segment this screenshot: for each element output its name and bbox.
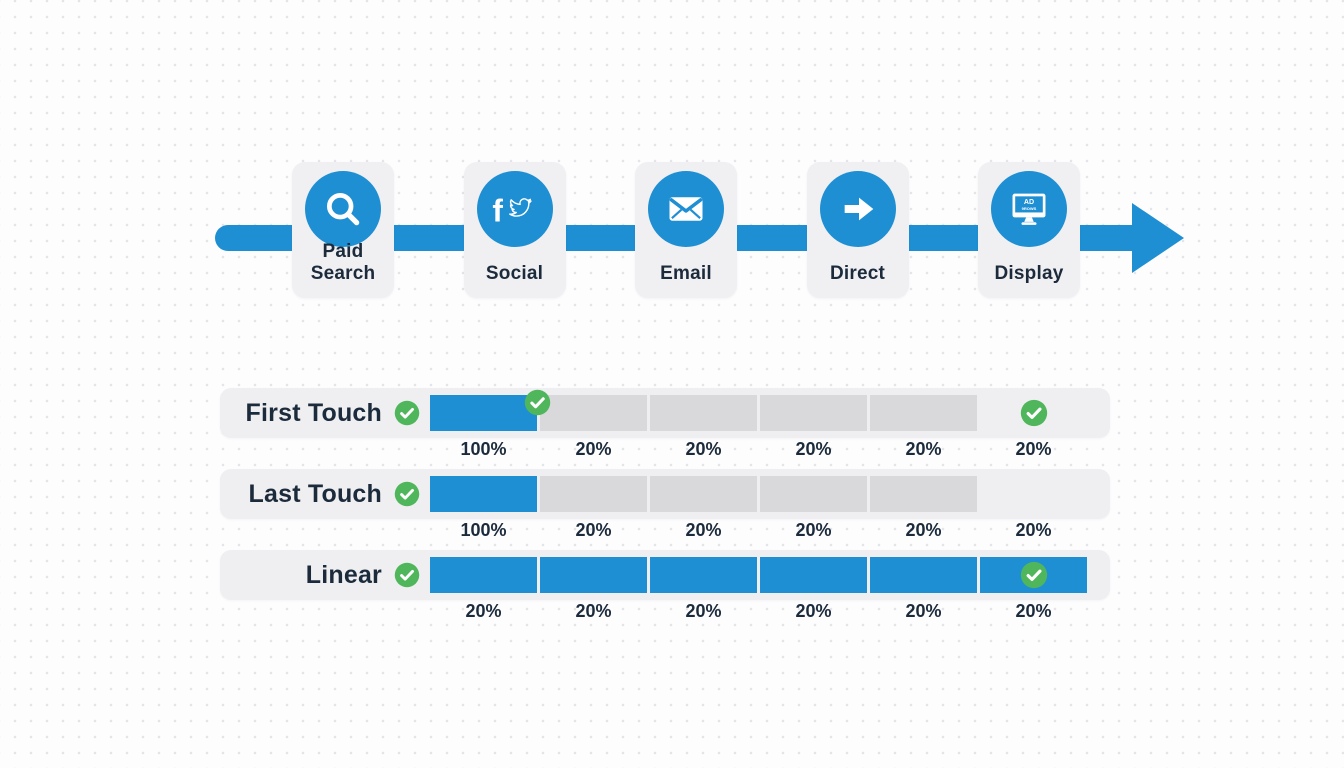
percent-label: 20% — [685, 601, 722, 621]
svg-text:AD: AD — [1024, 198, 1034, 206]
percent-label: 20% — [575, 520, 612, 540]
channel-label: Display — [994, 263, 1064, 284]
channel-card-direct: Direct — [806, 162, 909, 298]
model-check-icon — [394, 481, 420, 507]
credit-bar-muted — [760, 476, 867, 512]
model-row-linear: Linear — [220, 550, 1110, 600]
percent-label: 20% — [1015, 601, 1052, 621]
percent-label: 20% — [905, 439, 942, 459]
percent-label: 20% — [905, 520, 942, 540]
bar-check-badge-icon — [524, 389, 551, 416]
percent-labels-row: 100% 20% 20% 20% 20% 20% — [220, 437, 1110, 461]
credit-bar-full — [540, 557, 647, 593]
check-icon — [394, 400, 420, 426]
percent-label: 20% — [795, 601, 832, 621]
credit-bar-full — [870, 557, 977, 593]
credit-bar-full — [760, 557, 867, 593]
channel-icon-circle: f — [476, 171, 553, 247]
percent-label: 100% — [460, 439, 507, 459]
percent-label: 20% — [1015, 439, 1052, 459]
svg-text:9ROWS: 9ROWS — [1022, 206, 1037, 211]
percent-labels-row: 100% 20% 20% 20% 20% 20% — [220, 518, 1110, 542]
model-label: First Touch — [245, 399, 382, 427]
model-row-first-touch: First Touch — [220, 388, 1110, 438]
credit-bar-muted — [540, 476, 647, 512]
model-label: Last Touch — [248, 480, 382, 508]
check-icon — [394, 481, 420, 507]
timeline-arrowhead-icon — [1132, 203, 1184, 273]
percent-label: 100% — [460, 520, 507, 540]
twitter-bird-icon — [508, 198, 532, 217]
channel-label: Social — [485, 263, 544, 284]
search-icon — [326, 192, 360, 226]
credit-bar-full — [430, 395, 537, 431]
model-row-last-touch: Last Touch — [220, 469, 1110, 519]
check-icon — [394, 562, 420, 588]
channel-icon-circle: AD 9ROWS — [991, 171, 1067, 247]
slot-check-icon — [1020, 399, 1048, 427]
channel-label: Paid Search — [310, 241, 376, 284]
percent-label: 20% — [905, 601, 942, 621]
facebook-twitter-icon: f — [492, 192, 532, 228]
credit-bar-muted — [870, 476, 977, 512]
check-icon — [524, 389, 550, 416]
credit-bar-muted — [760, 395, 867, 431]
svg-text:f: f — [492, 192, 503, 228]
percent-label: 20% — [1015, 520, 1052, 540]
bar-check-icon — [1020, 561, 1048, 589]
channel-label: Direct — [829, 263, 886, 284]
channel-icon-circle — [648, 171, 724, 247]
credit-bar-full — [650, 557, 757, 593]
arrow-right-icon — [844, 197, 873, 221]
check-icon — [1020, 399, 1047, 427]
channel-label: Email — [660, 263, 712, 284]
model-check-icon — [394, 400, 420, 426]
percent-label: 20% — [795, 520, 832, 540]
check-icon — [1020, 561, 1047, 589]
model-check-icon — [394, 562, 420, 588]
credit-bar-full — [430, 557, 537, 593]
envelope-icon — [669, 197, 703, 221]
channel-icon-circle — [819, 171, 896, 247]
credit-bar-full — [430, 476, 537, 512]
channel-card-email: Email — [635, 162, 737, 298]
percent-label: 20% — [465, 601, 502, 621]
percent-label: 20% — [685, 520, 722, 540]
credit-bar-muted — [540, 395, 647, 431]
ad-monitor-icon: AD 9ROWS — [1012, 193, 1046, 225]
credit-bar-muted — [650, 476, 757, 512]
credit-bar-muted — [870, 395, 977, 431]
channel-card-display: AD 9ROWS Display — [978, 162, 1080, 298]
channel-card-social: f Social — [463, 162, 566, 298]
percent-label: 20% — [685, 439, 722, 459]
percent-labels-row: 20% 20% 20% 20% 20% 20% — [220, 599, 1110, 623]
percent-label: 20% — [575, 439, 612, 459]
percent-label: 20% — [575, 601, 612, 621]
channel-card-paid-search: Paid Search — [292, 162, 394, 298]
channel-icon-circle — [305, 171, 381, 247]
model-label: Linear — [305, 561, 382, 589]
credit-bar-muted — [650, 395, 757, 431]
percent-label: 20% — [795, 439, 832, 459]
